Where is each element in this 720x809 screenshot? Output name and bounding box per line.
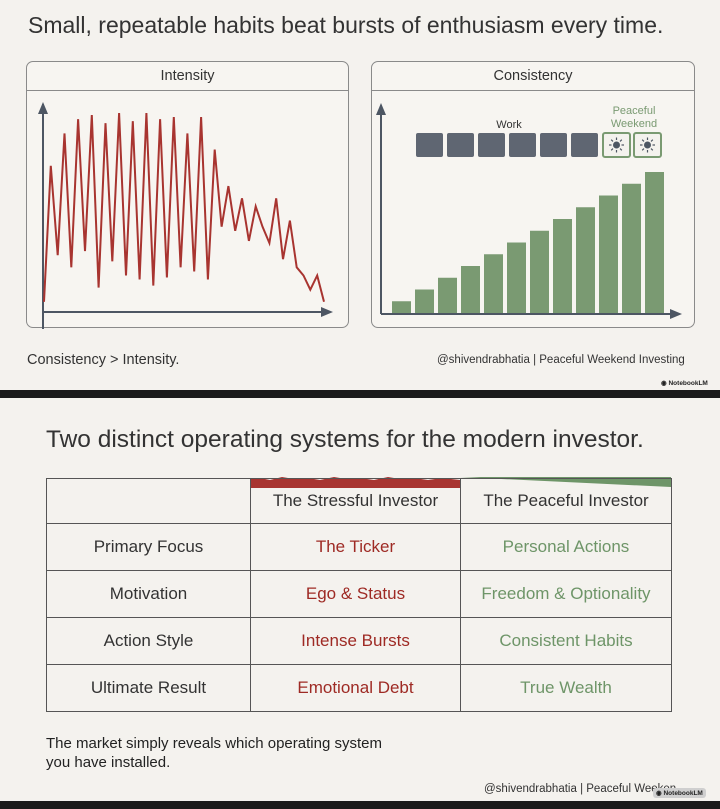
slide-consistency-vs-intensity: Small, repeatable habits beat bursts of … <box>0 0 720 390</box>
bar <box>645 172 664 313</box>
intensity-panel: Intensity <box>26 61 349 329</box>
footer-text: The market simply reveals which operatin… <box>46 735 382 771</box>
weekend-label-line2: Weekend <box>611 118 657 130</box>
weekend-label-line1: Peaceful <box>613 105 656 117</box>
work-block <box>447 133 474 157</box>
consistency-panel-title: Consistency <box>372 62 694 91</box>
bar <box>507 242 526 313</box>
work-block <box>509 133 536 157</box>
header-empty <box>46 478 251 524</box>
slide-title: Two distinct operating systems for the m… <box>46 426 644 453</box>
sun-icon <box>640 137 655 153</box>
row-label: Primary Focus <box>46 523 251 571</box>
work-block <box>416 133 443 157</box>
y-axis-arrow-icon <box>376 103 386 115</box>
credit: @shivendrabhatia | Peaceful Weekend Inve… <box>437 354 685 366</box>
intensity-chart <box>38 102 333 329</box>
weekend-block <box>633 132 662 158</box>
stressful-cell: The Ticker <box>250 523 461 571</box>
row-label: Ultimate Result <box>46 664 251 712</box>
caption: Consistency > Intensity. <box>27 352 180 368</box>
weekend-block <box>602 132 631 158</box>
table-row: Ultimate Result Emotional Debt True Weal… <box>46 664 672 712</box>
x-axis-arrow-icon <box>670 309 682 319</box>
credit: @shivendrabhatia | Peaceful Weeken <box>484 783 677 795</box>
x-axis-arrow-icon <box>321 307 333 317</box>
bar <box>622 183 641 313</box>
consistency-panel: Consistency Work Peaceful Weekend <box>371 61 695 328</box>
header-peaceful: The Peaceful Investor <box>460 478 672 524</box>
logo-text: NotebookLM <box>668 380 708 387</box>
stressful-cell: Emotional Debt <box>250 664 461 712</box>
sun-icon <box>609 137 624 153</box>
bar <box>576 207 595 313</box>
header-stressful: The Stressful Investor <box>250 478 461 524</box>
peaceful-cell: Consistent Habits <box>460 617 672 665</box>
stressful-cell: Ego & Status <box>250 570 461 618</box>
slide-title: Small, repeatable habits beat bursts of … <box>28 12 664 38</box>
bar <box>392 301 411 313</box>
intensity-series-line <box>43 113 325 303</box>
bar <box>461 266 480 313</box>
stressful-cell: Intense Bursts <box>250 617 461 665</box>
work-block <box>571 133 598 157</box>
table-row: Action Style Intense Bursts Consistent H… <box>46 617 672 665</box>
bar <box>530 230 549 313</box>
bar <box>415 289 434 313</box>
peaceful-cell: Freedom & Optionality <box>460 570 672 618</box>
bar <box>553 219 572 313</box>
y-axis-arrow-icon <box>38 102 48 114</box>
bar <box>599 195 618 313</box>
notebooklm-icon: ◉ <box>661 380 669 387</box>
work-block <box>478 133 505 157</box>
bar <box>438 277 457 313</box>
comparison-table: The Stressful Investor The Peaceful Inve… <box>46 478 672 712</box>
notebooklm-logo: ◉ NotebookLM <box>661 379 708 387</box>
peaceful-cell: Personal Actions <box>460 523 672 571</box>
table-header-row: The Stressful Investor The Peaceful Inve… <box>46 478 672 524</box>
notebooklm-logo: ◉ NotebookLM <box>653 788 706 798</box>
logo-text: NotebookLM <box>663 790 703 797</box>
slide-operating-systems: Two distinct operating systems for the m… <box>0 398 720 801</box>
row-label: Motivation <box>46 570 251 618</box>
row-label: Action Style <box>46 617 251 665</box>
bar <box>484 254 503 313</box>
work-label: Work <box>496 119 522 131</box>
consistency-chart: Work Peaceful Weekend <box>376 103 682 319</box>
table-row: Primary Focus The Ticker Personal Action… <box>46 523 672 571</box>
table-row: Motivation Ego & Status Freedom & Option… <box>46 570 672 618</box>
notebooklm-icon: ◉ <box>656 790 664 797</box>
peaceful-cell: True Wealth <box>460 664 672 712</box>
intensity-panel-title: Intensity <box>27 62 348 91</box>
work-block <box>540 133 567 157</box>
